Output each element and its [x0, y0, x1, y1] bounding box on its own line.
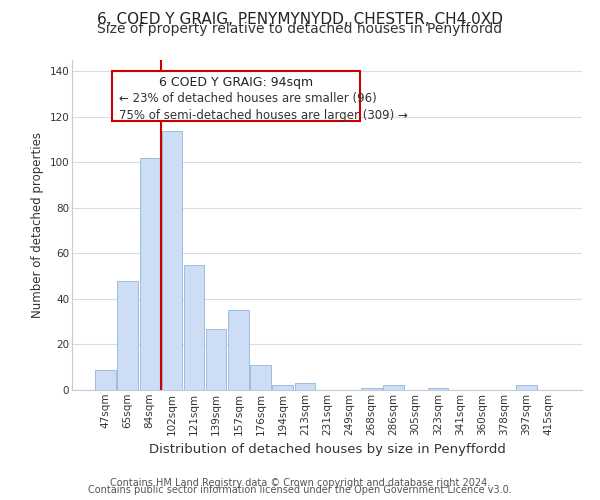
Text: ← 23% of detached houses are smaller (96): ← 23% of detached houses are smaller (96… [119, 92, 376, 105]
Text: 6, COED Y GRAIG, PENYMYNYDD, CHESTER, CH4 0XD: 6, COED Y GRAIG, PENYMYNYDD, CHESTER, CH… [97, 12, 503, 28]
Bar [295, 383, 315, 390]
Bar [118, 281, 138, 390]
Bar [383, 386, 404, 390]
Text: Contains HM Land Registry data © Crown copyright and database right 2024.: Contains HM Land Registry data © Crown c… [110, 478, 490, 488]
Bar [272, 386, 293, 390]
Text: 6 COED Y GRAIG: 94sqm: 6 COED Y GRAIG: 94sqm [159, 76, 313, 89]
Bar [112, 72, 360, 122]
Text: Contains public sector information licensed under the Open Government Licence v3: Contains public sector information licen… [88, 485, 512, 495]
Y-axis label: Number of detached properties: Number of detached properties [31, 132, 44, 318]
Bar [228, 310, 248, 390]
Text: Size of property relative to detached houses in Penyffordd: Size of property relative to detached ho… [97, 22, 503, 36]
Bar [361, 388, 382, 390]
X-axis label: Distribution of detached houses by size in Penyffordd: Distribution of detached houses by size … [149, 443, 505, 456]
Bar [516, 386, 536, 390]
Bar [140, 158, 160, 390]
Bar [161, 130, 182, 390]
Bar [206, 328, 226, 390]
Bar [95, 370, 116, 390]
Text: 75% of semi-detached houses are larger (309) →: 75% of semi-detached houses are larger (… [119, 109, 407, 122]
Bar [250, 365, 271, 390]
Bar [184, 265, 204, 390]
Bar [428, 388, 448, 390]
